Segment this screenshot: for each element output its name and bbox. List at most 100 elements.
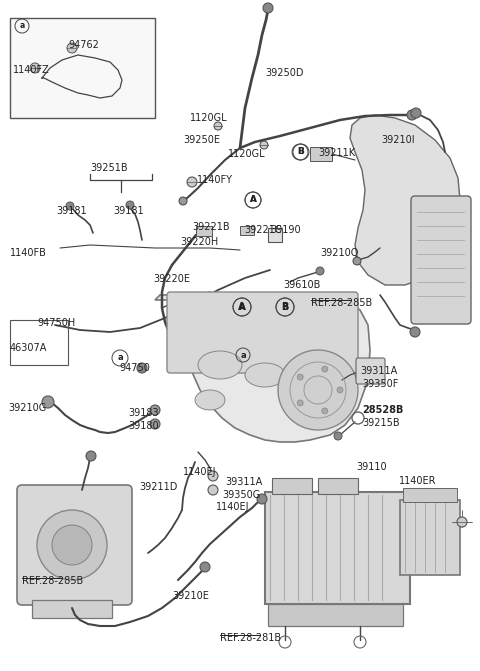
Text: 39110: 39110 (356, 462, 386, 472)
Circle shape (353, 257, 361, 265)
Text: B: B (281, 302, 288, 312)
Circle shape (214, 122, 222, 130)
Circle shape (208, 471, 218, 481)
Text: B: B (282, 303, 288, 311)
Text: 39210I: 39210I (381, 135, 415, 145)
Text: 39221B: 39221B (192, 222, 229, 232)
Bar (400, 500, 460, 575)
Circle shape (200, 562, 210, 572)
Text: 39311A: 39311A (225, 477, 262, 487)
Polygon shape (155, 295, 370, 442)
Text: 39221C: 39221C (244, 225, 282, 235)
Circle shape (257, 494, 267, 504)
Circle shape (322, 408, 328, 414)
Ellipse shape (245, 363, 285, 387)
Circle shape (297, 400, 303, 406)
FancyBboxPatch shape (411, 196, 471, 324)
Circle shape (187, 177, 197, 187)
Text: a: a (117, 354, 123, 362)
Circle shape (67, 43, 77, 53)
Circle shape (334, 432, 342, 440)
Bar (318, 478, 358, 494)
Text: 39211D: 39211D (139, 482, 178, 492)
Circle shape (86, 451, 96, 461)
Text: a: a (240, 350, 246, 360)
Text: A: A (238, 302, 246, 312)
Text: 39220H: 39220H (180, 237, 218, 247)
Circle shape (30, 63, 40, 73)
Text: 39180: 39180 (128, 421, 158, 431)
Text: 39251B: 39251B (90, 163, 128, 173)
Bar (10, 320, 68, 365)
Text: 39183: 39183 (128, 408, 158, 418)
Bar (265, 492, 410, 604)
Text: 1140EJ: 1140EJ (183, 467, 216, 477)
Text: 39250E: 39250E (183, 135, 220, 145)
Circle shape (42, 396, 54, 408)
Text: 94750H: 94750H (37, 318, 75, 328)
Text: a: a (19, 21, 24, 30)
Text: 39250D: 39250D (265, 68, 303, 78)
Text: A: A (239, 303, 245, 311)
Ellipse shape (198, 351, 242, 379)
Circle shape (278, 350, 358, 430)
Bar (268, 228, 282, 242)
Text: 1120GL: 1120GL (190, 113, 228, 123)
Circle shape (150, 419, 160, 429)
Text: 1140FY: 1140FY (197, 175, 233, 185)
Bar (268, 604, 403, 626)
Circle shape (208, 485, 218, 495)
Text: 39350G: 39350G (222, 490, 260, 500)
Text: 39210G: 39210G (8, 403, 46, 413)
Text: 39190: 39190 (270, 225, 300, 235)
Bar (10, 18, 155, 118)
Text: 39181: 39181 (56, 206, 86, 216)
Text: 1120GL: 1120GL (228, 149, 265, 159)
Circle shape (52, 525, 92, 565)
Text: 39211K: 39211K (318, 148, 355, 158)
Circle shape (297, 374, 303, 380)
Text: 1140ER: 1140ER (399, 476, 436, 486)
Text: 39350F: 39350F (362, 379, 398, 389)
Circle shape (66, 202, 74, 210)
Text: 39181: 39181 (113, 206, 144, 216)
Text: 1140EJ: 1140EJ (216, 502, 250, 512)
Bar (403, 488, 457, 502)
Polygon shape (350, 115, 460, 285)
Text: 39311A: 39311A (360, 366, 397, 376)
Text: 94762: 94762 (68, 40, 99, 50)
Text: A: A (250, 195, 256, 205)
Circle shape (337, 387, 343, 393)
Circle shape (179, 197, 187, 205)
Circle shape (411, 108, 421, 118)
FancyBboxPatch shape (356, 358, 385, 384)
Text: REF.28-285B: REF.28-285B (22, 576, 83, 586)
Text: 28528B: 28528B (362, 405, 403, 415)
Circle shape (410, 327, 420, 337)
Circle shape (150, 405, 160, 415)
Text: B: B (298, 148, 304, 156)
Circle shape (263, 3, 273, 13)
Circle shape (126, 201, 134, 209)
Text: 39610B: 39610B (283, 280, 320, 290)
Circle shape (316, 267, 324, 275)
Circle shape (137, 363, 147, 373)
Text: B: B (297, 148, 303, 156)
Circle shape (457, 517, 467, 527)
Circle shape (260, 141, 268, 149)
Text: A: A (250, 195, 256, 205)
Bar (310, 147, 332, 161)
Text: 39215B: 39215B (362, 418, 400, 428)
Text: 39210Q: 39210Q (320, 248, 359, 258)
Text: 1140FZ: 1140FZ (13, 65, 50, 75)
FancyBboxPatch shape (17, 485, 132, 605)
Text: 39220E: 39220E (153, 274, 190, 284)
Circle shape (37, 510, 107, 580)
Bar (272, 478, 312, 494)
FancyBboxPatch shape (167, 292, 358, 373)
Ellipse shape (195, 390, 225, 410)
Text: 94750: 94750 (119, 363, 150, 373)
Bar (240, 226, 254, 235)
Text: 39210E: 39210E (172, 591, 209, 601)
Circle shape (322, 366, 328, 372)
